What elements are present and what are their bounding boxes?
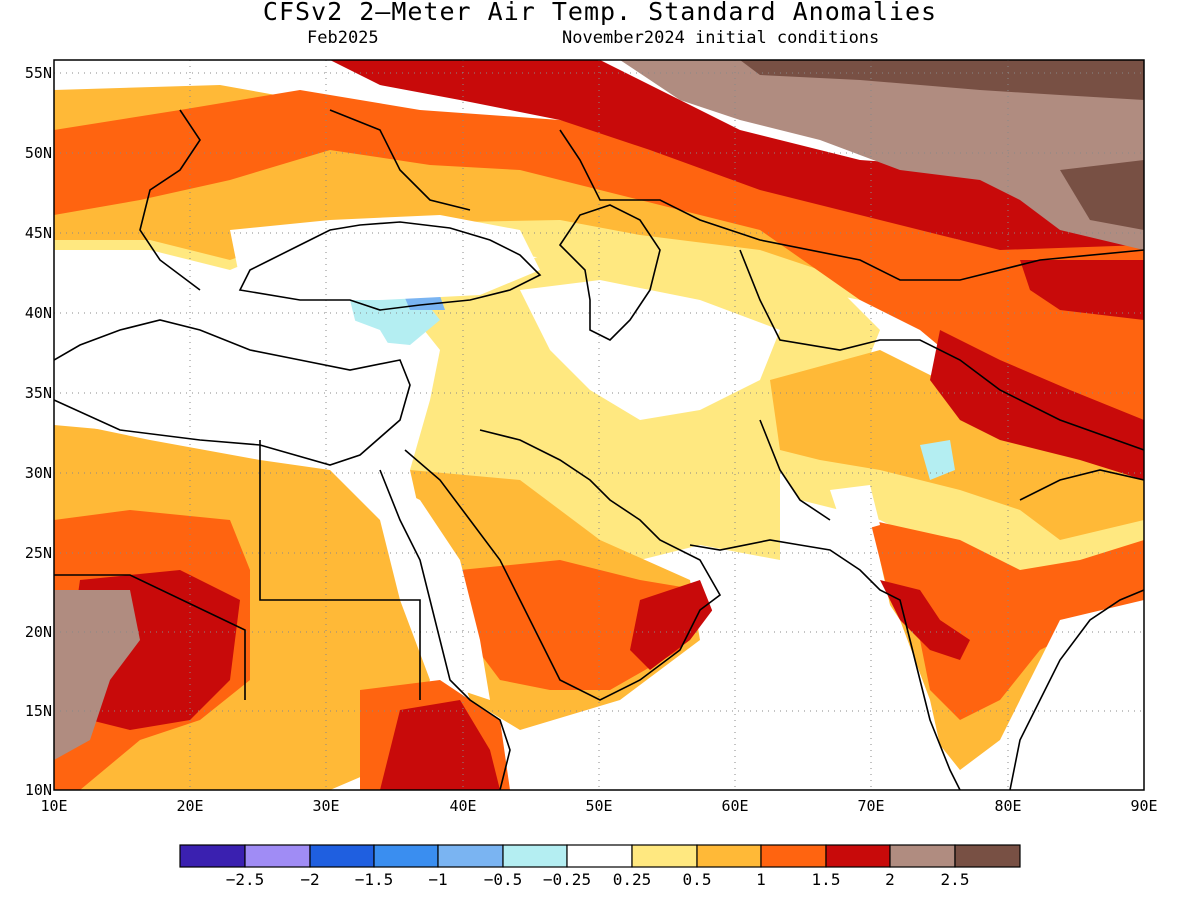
anomaly-region-tibet-red	[1020, 260, 1144, 320]
colorbar-swatch	[825, 844, 891, 868]
anomaly-region-horn-red	[380, 700, 500, 790]
colorbar-label: −1	[428, 870, 448, 889]
anomaly-region-north-africa-white	[54, 300, 410, 470]
anomaly-region-himalaya-red	[930, 330, 1144, 480]
anomaly-region-siberia-dark-brown	[740, 60, 1144, 100]
anomaly-region-persian-white	[520, 280, 780, 420]
colorbar-swatch	[244, 844, 311, 868]
lat-label: 40N	[24, 304, 52, 322]
init-conditions-label: November2024 initial conditions	[562, 28, 880, 48]
lon-label: 90E	[1130, 797, 1158, 815]
colorbar-label: −2	[300, 870, 320, 889]
colorbar-swatch	[437, 844, 504, 868]
colorbar-label: 1	[756, 870, 766, 889]
lat-label: 10N	[24, 781, 52, 799]
anomaly-region-india-orange	[770, 350, 1144, 540]
colorbar-swatch	[373, 844, 439, 868]
lon-label: 40E	[449, 797, 477, 815]
lat-label: 25N	[24, 544, 52, 562]
colorbar-swatch	[760, 844, 827, 868]
map-field	[54, 60, 1144, 790]
lon-label: 70E	[857, 797, 885, 815]
anomaly-region-north-red	[330, 60, 1144, 250]
colorbar-swatch	[309, 844, 375, 868]
colorbar-swatch	[566, 844, 633, 868]
lon-label: 80E	[994, 797, 1022, 815]
anomaly-region-india-red	[880, 580, 970, 660]
lat-label: 20N	[24, 623, 52, 641]
colorbar-label: 0.25	[612, 870, 652, 889]
lat-label: 15N	[24, 702, 52, 720]
anomaly-region-india-dark-orange	[870, 520, 1144, 720]
lat-label: 55N	[24, 64, 52, 82]
colorbar-label: −0.25	[542, 870, 592, 889]
map-coastlines	[54, 109, 1144, 790]
lon-label: 30E	[312, 797, 340, 815]
colorbar-swatch	[696, 844, 762, 868]
lon-label: 10E	[40, 797, 68, 815]
colorbar-swatch	[631, 844, 698, 868]
colorbar-label: 0.5	[682, 870, 712, 889]
lon-label: 20E	[176, 797, 204, 815]
colorbar-swatch	[179, 844, 246, 868]
colorbar-label: −1.5	[354, 870, 394, 889]
colorbar	[179, 844, 1021, 868]
colorbar-label: 2	[885, 870, 895, 889]
colorbar-label: 2.5	[940, 870, 970, 889]
anomaly-region-thar-white	[830, 485, 880, 535]
anomaly-region-arabian-sea-white	[560, 560, 950, 790]
colorbar-label: −2.5	[225, 870, 265, 889]
anomaly-region-black-sea-white	[230, 215, 540, 300]
lat-label: 35N	[24, 384, 52, 402]
anomaly-region-mongolia-dark-brown	[1060, 160, 1144, 230]
anomaly-region-bay-white	[1010, 600, 1144, 790]
lat-label: 50N	[24, 144, 52, 162]
colorbar-label: −0.5	[483, 870, 523, 889]
colorbar-swatch	[502, 844, 568, 868]
anomaly-region-siberia-brown	[620, 60, 1144, 250]
anomaly-region-anatolia-deep-blue	[405, 296, 445, 310]
anomaly-region-africa-brown	[54, 590, 140, 760]
valid-month-label: Feb2025	[307, 28, 379, 48]
map-frame	[53, 59, 1145, 791]
colorbar-label: 1.5	[811, 870, 841, 889]
colorbar-swatch	[954, 844, 1021, 868]
lat-label: 30N	[24, 464, 52, 482]
lon-label: 50E	[585, 797, 613, 815]
anomaly-region-tibet-blue	[920, 440, 955, 480]
map-title: CFSv2 2–Meter Air Temp. Standard Anomali…	[262, 0, 938, 26]
lat-label: 45N	[24, 224, 52, 242]
lon-label: 60E	[721, 797, 749, 815]
anomaly-region-oman-red	[630, 580, 720, 670]
colorbar-swatch	[889, 844, 956, 868]
